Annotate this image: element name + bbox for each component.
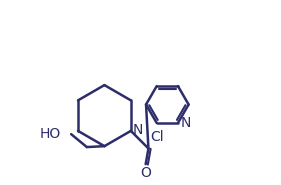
Text: Cl: Cl <box>150 130 164 144</box>
Text: HO: HO <box>40 127 61 141</box>
Text: N: N <box>181 116 191 130</box>
Text: O: O <box>140 166 151 180</box>
Text: N: N <box>133 123 143 137</box>
